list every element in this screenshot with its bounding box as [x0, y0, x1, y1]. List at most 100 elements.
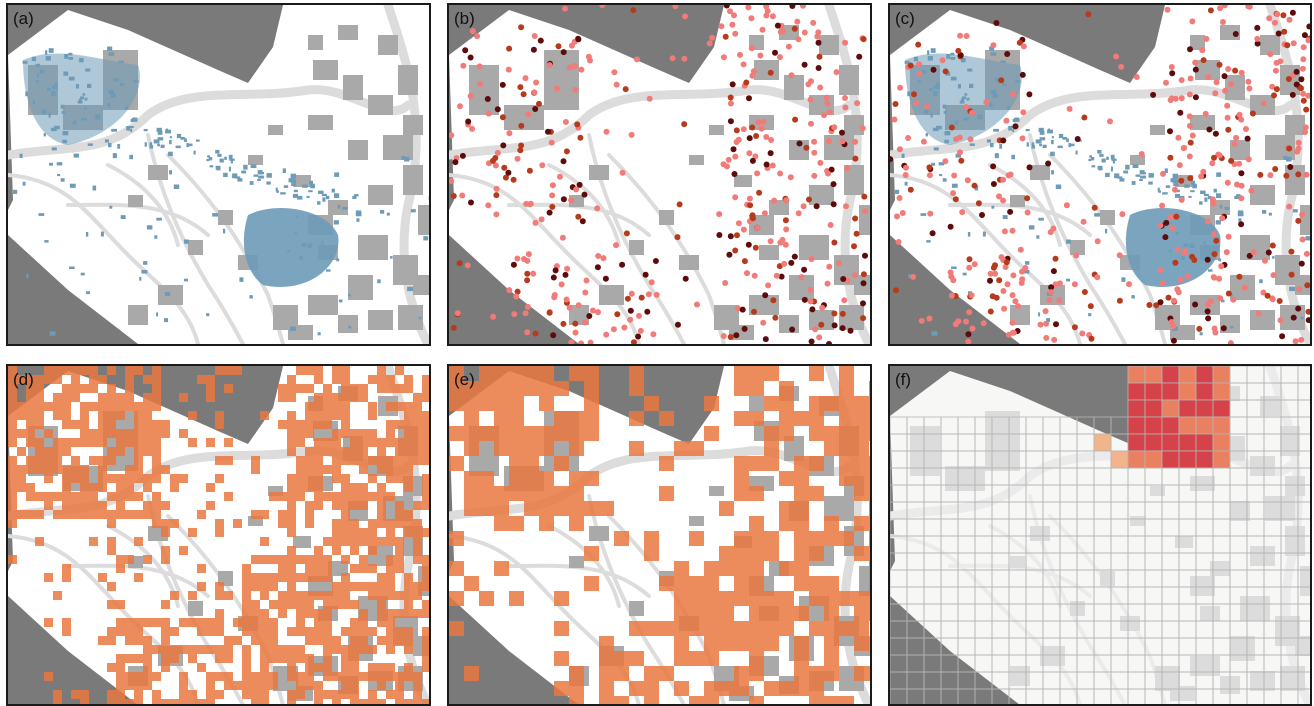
flood-patch [56, 162, 63, 166]
grid-cell [80, 429, 89, 438]
grid-cell [869, 456, 870, 471]
flood-patch [990, 52, 997, 56]
grid-cell [854, 606, 869, 621]
flood-patch [1011, 154, 1015, 160]
grid-cell [44, 447, 53, 456]
grid-cell [134, 672, 143, 681]
grid-cell [704, 621, 719, 636]
flood-patch [125, 106, 129, 110]
observation-point [1009, 292, 1016, 299]
observation-point [1304, 282, 1310, 289]
grid-cell [125, 555, 134, 564]
grid-cell [629, 411, 644, 426]
observation-point [1094, 274, 1101, 281]
grid-cell [179, 681, 188, 690]
grid-cell [251, 627, 260, 636]
grid-cell [332, 591, 341, 600]
flood-patch [1110, 154, 1115, 160]
observation-point [1107, 118, 1113, 125]
flood-patch [908, 274, 911, 279]
grid-cell [779, 426, 794, 441]
flood-patch [139, 276, 142, 281]
grid-cell [749, 456, 764, 471]
observation-point [1199, 47, 1206, 54]
flood-patch [153, 139, 160, 144]
observation-point [493, 185, 500, 192]
observation-point [1087, 303, 1094, 310]
grid-cell [296, 654, 305, 663]
grid-cell [332, 429, 341, 438]
observation-point [768, 137, 775, 143]
flood-patch [333, 220, 339, 225]
observation-point [1254, 24, 1261, 31]
flood-patch [950, 52, 955, 56]
flood-patch [1106, 156, 1109, 160]
observation-point [842, 95, 848, 101]
grid-cell [404, 483, 413, 492]
grid-cell [8, 510, 17, 519]
observation-point [1063, 202, 1070, 209]
observation-point [681, 121, 688, 128]
grid-cell [809, 396, 824, 411]
grid-cell [359, 555, 368, 564]
grid-cell [332, 375, 341, 384]
grid-cell [314, 663, 323, 672]
observation-point [893, 287, 899, 294]
observation-point [452, 159, 459, 166]
grid-cell [287, 420, 296, 429]
grid-cell [134, 429, 143, 438]
grid-cell [8, 456, 17, 465]
grid-cell [824, 426, 839, 441]
observation-point [727, 334, 734, 340]
grid-cell [413, 609, 422, 618]
grid-cell [116, 600, 125, 609]
observation-point [720, 333, 727, 339]
grid-square [1110, 450, 1129, 469]
grid-cell [479, 426, 494, 441]
flood-patch [990, 89, 996, 94]
observation-point [1250, 249, 1257, 256]
observation-point [782, 241, 789, 248]
flood-patch [82, 93, 86, 96]
road [988, 163, 1062, 247]
grid-cell [179, 699, 188, 704]
grid-cell [287, 672, 296, 681]
building [759, 245, 779, 260]
observation-point [1305, 308, 1310, 315]
grid-cell [287, 510, 296, 519]
grid-cell [305, 501, 314, 510]
grid-cell [629, 651, 644, 666]
flood-patch [307, 243, 313, 248]
observation-point [575, 213, 582, 220]
observation-point [752, 153, 759, 160]
grid-cell [599, 666, 614, 681]
grid-cell [413, 555, 422, 564]
grid-cell [395, 555, 404, 564]
flood-patch [1112, 158, 1115, 164]
grid-cell [287, 393, 296, 402]
building [1190, 576, 1215, 596]
grid-cell [332, 501, 341, 510]
observation-point [465, 118, 472, 125]
grid-cell [422, 429, 429, 438]
grid-cell [350, 636, 359, 645]
flood-patch [1140, 175, 1147, 179]
grid-cell [824, 441, 839, 456]
grid-cell [188, 591, 197, 600]
grid-cell [296, 456, 305, 465]
grid-cell [323, 636, 332, 645]
grid-cell [332, 393, 341, 402]
building [158, 285, 183, 305]
observation-point [812, 326, 819, 333]
flood-patch [107, 103, 111, 108]
grid-cell [749, 696, 764, 704]
grid-cell [314, 564, 323, 573]
grid-cell [350, 654, 359, 663]
flood-patch [1172, 173, 1179, 178]
observation-point [1302, 124, 1309, 131]
observation-point [722, 33, 729, 40]
grid-cell [386, 627, 395, 636]
flood-patch [1237, 210, 1244, 216]
grid-cell [350, 492, 359, 501]
grid-cell [62, 627, 71, 636]
